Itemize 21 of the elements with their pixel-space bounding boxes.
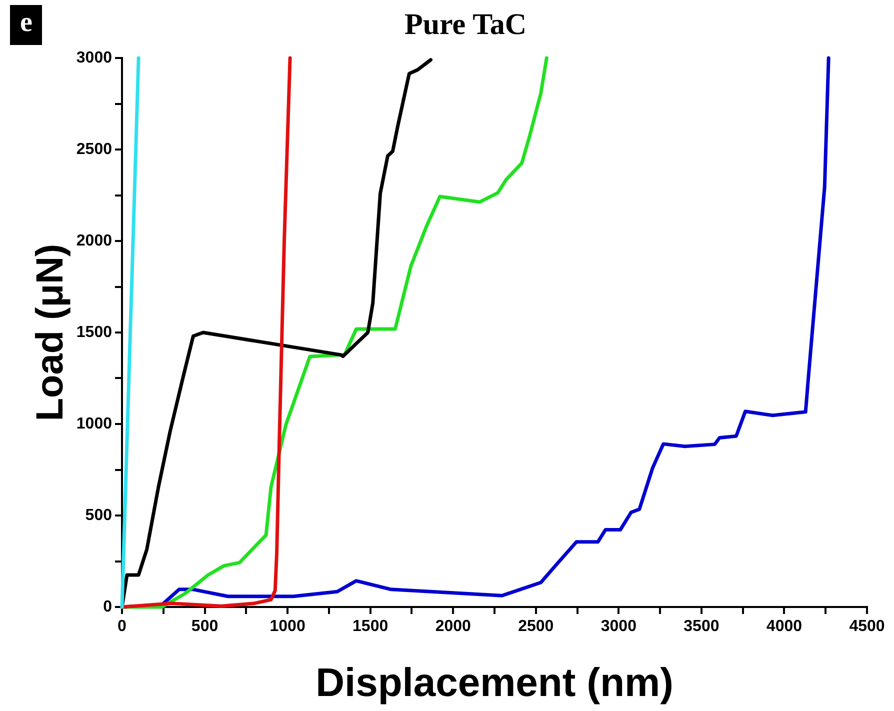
x-tick-label: 2000 <box>435 618 472 636</box>
y-tick-label: 3000 <box>76 49 112 66</box>
y-tick-label: 1500 <box>76 324 112 341</box>
x-tick-label: 500 <box>191 618 218 636</box>
y-tick-label: 2500 <box>76 140 112 158</box>
x-axis-title: Displacement (nm) <box>316 661 674 706</box>
x-tick-label: 2500 <box>518 618 554 636</box>
x-tick-label: 3000 <box>600 618 637 636</box>
y-tick-label: 500 <box>85 506 112 524</box>
y-tick-label: 1000 <box>76 415 112 432</box>
x-tick-label: 4000 <box>766 618 802 636</box>
text: e <box>10 5 42 45</box>
x-tick-label: 1000 <box>270 618 306 636</box>
x-tick-label: 1500 <box>352 618 388 636</box>
y-tick-label: 0 <box>103 598 112 616</box>
x-tick-label: 3500 <box>684 618 720 636</box>
x-tick-label: 4500 <box>849 618 885 636</box>
y-tick-label: 2000 <box>76 232 112 250</box>
x-tick-label: 0 <box>118 618 127 636</box>
y-axis-title: Load (μN) <box>29 244 72 422</box>
chart-title: Pure TaC <box>404 8 526 41</box>
